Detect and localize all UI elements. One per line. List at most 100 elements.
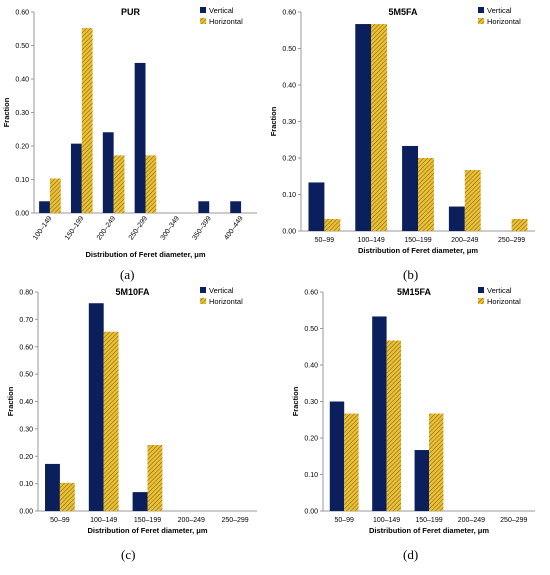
x-tick-label: 250–299 [500, 517, 527, 524]
bar-horizontal-100-149 [386, 340, 402, 511]
chart-title: 5M5FA [388, 7, 418, 17]
x-tick-label: 200–249 [451, 237, 478, 244]
y-axis-title: Fraction [291, 386, 300, 416]
chart-5m15fa: 0.00 0.10 0.20 0.30 0.40 0.50 0.60 Fraction 50–9… [291, 286, 535, 535]
bar-vertical-150-199 [70, 143, 82, 213]
y-tick-label: 0.50 [304, 326, 318, 333]
y-tick-label: 0.40 [282, 83, 296, 90]
x-tick-label: 50–99 [334, 517, 354, 524]
bar-vertical-150-199 [132, 492, 148, 511]
legend-swatch-vertical [478, 7, 484, 13]
bar-vertical-50-99 [45, 463, 60, 511]
y-tick-label: 0.60 [304, 290, 318, 297]
legend-label-vertical: Vertical [209, 6, 234, 15]
y-tick-label: 0.00 [282, 229, 296, 236]
y-tick-label: 0.00 [19, 509, 33, 516]
chart-title: PUR [121, 7, 141, 17]
bar-horizontal-200-249 [113, 155, 125, 213]
bar-horizontal-200-249 [464, 170, 481, 231]
bar-vertical-250-299 [134, 62, 146, 213]
x-tick-label: 100–149 [373, 517, 400, 524]
legend-label-horizontal: Horizontal [487, 297, 521, 306]
x-tick-label: 50–99 [315, 237, 335, 244]
chart-title: 5M15FA [397, 287, 432, 297]
chart-5m5fa: 0.00 0.10 0.20 0.30 0.40 0.50 0.60 Fraction 50–9… [269, 6, 535, 255]
bar-horizontal-100-149 [371, 24, 388, 232]
y-tick-label: 0.40 [19, 399, 33, 406]
legend-swatch-horizontal [200, 18, 206, 24]
bar-vertical-50-99 [308, 182, 325, 231]
x-axis-title: Distribution of Feret diameter, μm [85, 250, 205, 259]
bar-vertical-100-149 [88, 303, 104, 511]
bar-horizontal-50-99 [344, 413, 359, 511]
panel-label-b: (b) [403, 267, 419, 282]
y-tick-label: 0.50 [15, 43, 29, 50]
y-tick-label: 0.60 [19, 344, 33, 351]
legend-swatch-horizontal [478, 18, 484, 24]
legend-label-vertical: Vertical [487, 6, 512, 15]
y-tick-label: 0.30 [304, 399, 318, 406]
x-tick-label: 200–249 [178, 517, 205, 524]
y-tick-label: 0.10 [15, 177, 29, 184]
y-tick-label: 0.20 [304, 436, 318, 443]
bar-horizontal-150-199 [429, 413, 444, 511]
legend-label-horizontal: Horizontal [487, 17, 521, 26]
x-tick-label: 250–299 [498, 237, 525, 244]
chart-5m10fa: 0.00 0.10 0.20 0.30 0.40 0.50 0.60 0.70 0.80 Frac… [6, 286, 257, 535]
x-tick-label: 150–199 [64, 215, 85, 241]
y-tick-label: 0.00 [15, 211, 29, 218]
x-tick-label: 150–199 [404, 237, 431, 244]
bar-horizontal-100-149 [103, 331, 119, 511]
x-axis-title: Distribution of Feret diameter, μm [358, 246, 478, 255]
y-axis-title: Fraction [269, 106, 278, 136]
x-axis-title: Distribution of Feret diameter, μm [369, 526, 489, 535]
y-axis-title: Fraction [2, 97, 11, 127]
legend-label-horizontal: Horizontal [209, 297, 243, 306]
y-tick-label: 0.60 [15, 10, 29, 17]
bar-vertical-150-199 [402, 145, 418, 231]
y-tick-label: 0.50 [19, 372, 33, 379]
bar-horizontal-150-199 [418, 158, 434, 231]
bar-horizontal-150-199 [147, 445, 163, 511]
y-tick-label: 0.40 [304, 363, 318, 370]
bar-horizontal-250-299 [145, 155, 157, 213]
bar-vertical-150-199 [414, 450, 429, 511]
y-tick-label: 0.60 [282, 10, 296, 17]
legend-label-horizontal: Horizontal [209, 17, 243, 26]
legend-swatch-vertical [478, 287, 484, 293]
y-tick-label: 0.10 [304, 472, 318, 479]
panel-label-d: (d) [403, 547, 419, 562]
bar-vertical-100-149 [372, 316, 387, 511]
bar-vertical-50-99 [329, 401, 345, 511]
y-tick-label: 0.30 [15, 110, 29, 117]
x-tick-label: 400–449 [223, 215, 244, 241]
x-tick-label: 350–399 [191, 215, 212, 241]
x-tick-label: 250–299 [221, 517, 248, 524]
panel-label-a: (a) [120, 267, 135, 282]
x-tick-label: 150–199 [415, 517, 442, 524]
bar-horizontal-100-149 [49, 178, 61, 213]
bar-horizontal-150-199 [81, 28, 93, 213]
bar-vertical-100-149 [39, 201, 50, 213]
bar-vertical-400-449 [230, 201, 242, 213]
x-tick-label: 100–149 [32, 215, 53, 241]
y-tick-label: 0.80 [19, 290, 33, 297]
x-tick-label: 300–349 [160, 215, 181, 241]
x-tick-label: 200–249 [458, 517, 485, 524]
chart-pur: 0.00 0.10 0.20 0.30 0.40 0.50 0.60 Fraction 100–… [2, 6, 257, 259]
chart-title: 5M10FA [115, 287, 150, 297]
x-axis-title: Distribution of Feret diameter, μm [87, 526, 207, 535]
legend-swatch-horizontal [200, 298, 206, 304]
legend-swatch-vertical [200, 287, 206, 293]
x-tick-label: 50–99 [50, 517, 70, 524]
y-tick-label: 0.30 [282, 119, 296, 126]
y-tick-label: 0.40 [15, 77, 29, 84]
y-tick-label: 0.00 [304, 509, 318, 516]
y-tick-label: 0.30 [19, 426, 33, 433]
panel-label-c: (c) [121, 547, 136, 562]
y-tick-label: 0.50 [282, 46, 296, 53]
x-tick-label: 100–149 [358, 237, 385, 244]
y-axis-title: Fraction [6, 386, 15, 416]
y-tick-label: 0.20 [19, 454, 33, 461]
